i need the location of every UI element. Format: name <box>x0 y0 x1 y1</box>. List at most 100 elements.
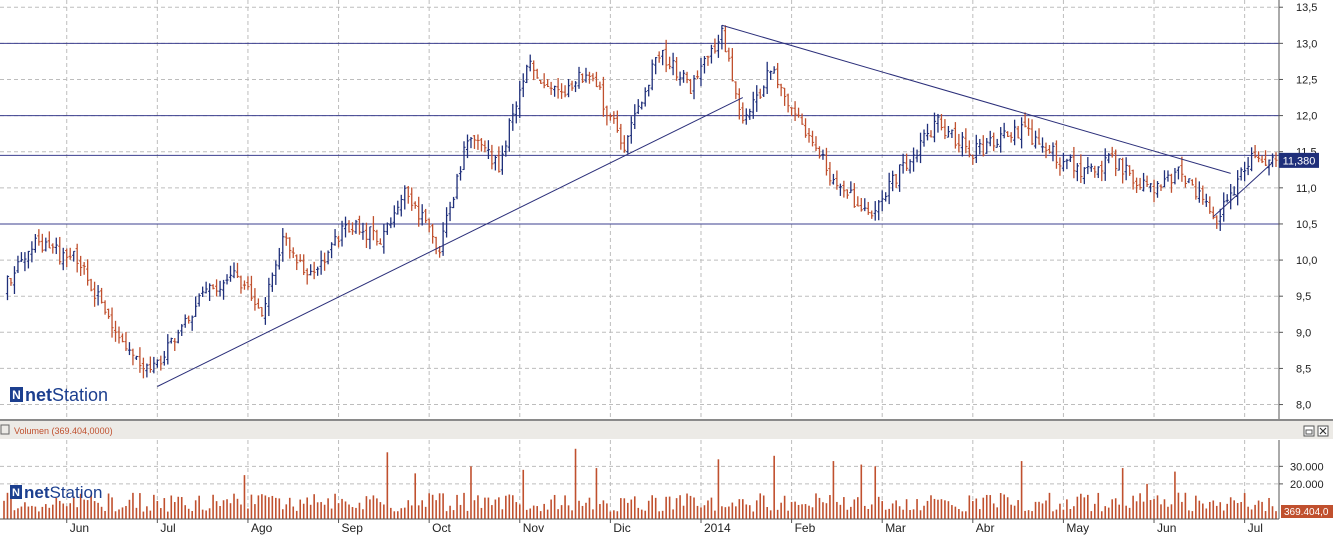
volume-bar <box>1198 500 1201 519</box>
volume-bar <box>661 510 664 519</box>
volume-bar <box>623 498 626 519</box>
volume-bar <box>787 510 789 519</box>
volume-bar <box>191 511 193 519</box>
volume-panel-toggle-icon[interactable] <box>0 424 10 435</box>
x-tick-label: Mar <box>885 521 906 535</box>
volume-bar <box>1125 505 1127 519</box>
volume-bar <box>672 509 674 519</box>
volume-bar <box>1090 511 1093 519</box>
volume-bar <box>442 493 444 519</box>
volume-bar <box>390 507 392 519</box>
volume-bar <box>194 500 197 519</box>
volume-bar <box>295 510 298 519</box>
volume-bar <box>459 504 462 519</box>
price-panel-logo: N netStation <box>10 385 108 405</box>
panel-separator[interactable] <box>0 419 1333 421</box>
volume-bar <box>762 495 765 519</box>
volume-bar <box>975 498 978 519</box>
volume-bar <box>944 500 946 519</box>
volume-bar <box>1153 499 1155 519</box>
volume-bar <box>160 508 162 519</box>
volume-bar <box>546 509 549 519</box>
volume-bar <box>34 506 37 519</box>
volume-bar <box>142 511 145 519</box>
panel-close-icon[interactable] <box>1317 425 1329 437</box>
panel-maximize-icon[interactable] <box>1303 425 1315 437</box>
volume-bar <box>804 504 807 519</box>
volume-bar <box>1219 502 1222 519</box>
volume-bar <box>358 502 361 519</box>
volume-bar <box>606 503 608 519</box>
volume-bar <box>393 511 396 519</box>
volume-bar <box>254 504 256 519</box>
volume-bar <box>271 495 274 519</box>
volume-bar <box>1093 503 1096 519</box>
volume-bar <box>1003 494 1005 519</box>
volume-bar <box>1038 501 1040 519</box>
volume-bar <box>173 502 176 519</box>
volume-bar <box>595 468 598 519</box>
volume-bar <box>480 507 483 519</box>
volume-bar <box>449 505 451 519</box>
volume-bar <box>571 510 573 519</box>
volume-bar <box>620 498 622 519</box>
x-tick-label: Jul <box>1248 521 1263 535</box>
volume-bar <box>1076 496 1079 519</box>
volume-bar <box>243 475 246 519</box>
volume-bar <box>3 500 5 519</box>
volume-bar <box>487 497 490 519</box>
volume-bar <box>118 509 120 519</box>
volume-bar <box>1208 501 1211 519</box>
volume-bar <box>45 504 47 519</box>
volume-bar <box>396 511 399 519</box>
volume-bar <box>424 506 427 519</box>
volume-bar <box>1034 501 1037 519</box>
x-tick-label: Jul <box>160 521 175 535</box>
x-tick-label: Dic <box>613 521 630 535</box>
volume-bar <box>1027 510 1030 519</box>
volume-bar <box>898 506 901 519</box>
volume-bar <box>633 496 636 519</box>
volume-bar <box>1100 511 1103 519</box>
volume-bar <box>724 507 727 519</box>
volume-bar <box>1240 501 1242 519</box>
volume-bar <box>867 508 870 519</box>
volume-bar <box>62 503 65 519</box>
volume-bar <box>386 452 389 519</box>
volume-bar <box>1205 508 1208 519</box>
volume-bar <box>815 493 817 519</box>
volume-bar <box>372 495 375 519</box>
volume-bar <box>658 511 660 519</box>
volume-bar <box>742 499 744 519</box>
volume-bar <box>505 495 507 519</box>
volume-bar <box>491 505 493 519</box>
logo-mark-icon: N <box>12 388 21 402</box>
volume-bar <box>839 504 842 519</box>
volume-bar <box>435 500 437 519</box>
volume-bar <box>508 494 511 519</box>
x-tick-label: 2014 <box>704 521 731 535</box>
volume-bar <box>236 498 239 519</box>
price-tick-label: 10,0 <box>1296 255 1317 267</box>
volume-bar <box>13 510 16 519</box>
volume-bar <box>414 473 417 519</box>
volume-bar <box>686 493 688 519</box>
volume-bar <box>1020 461 1023 519</box>
volume-bar <box>536 506 538 519</box>
volume-bar <box>24 502 26 519</box>
volume-bar <box>355 507 357 519</box>
time-x-axis: Jun Jul Ago Sep Oct Nov Dic 2014 Feb Mar Abr May Jun… <box>0 518 1279 535</box>
volume-bar <box>1275 511 1277 519</box>
trend-line <box>157 97 744 387</box>
volume-bar <box>1188 510 1190 519</box>
volume-bar <box>954 506 957 519</box>
volume-bar <box>755 500 758 519</box>
volume-bar <box>651 495 653 519</box>
volume-bar <box>344 501 347 519</box>
volume-bar <box>693 497 695 519</box>
volume-bar <box>675 498 678 519</box>
volume-bar <box>958 509 960 519</box>
volume-bar <box>452 510 455 519</box>
volume-bar <box>208 508 211 519</box>
logo-wordmark: netStation <box>25 385 108 405</box>
